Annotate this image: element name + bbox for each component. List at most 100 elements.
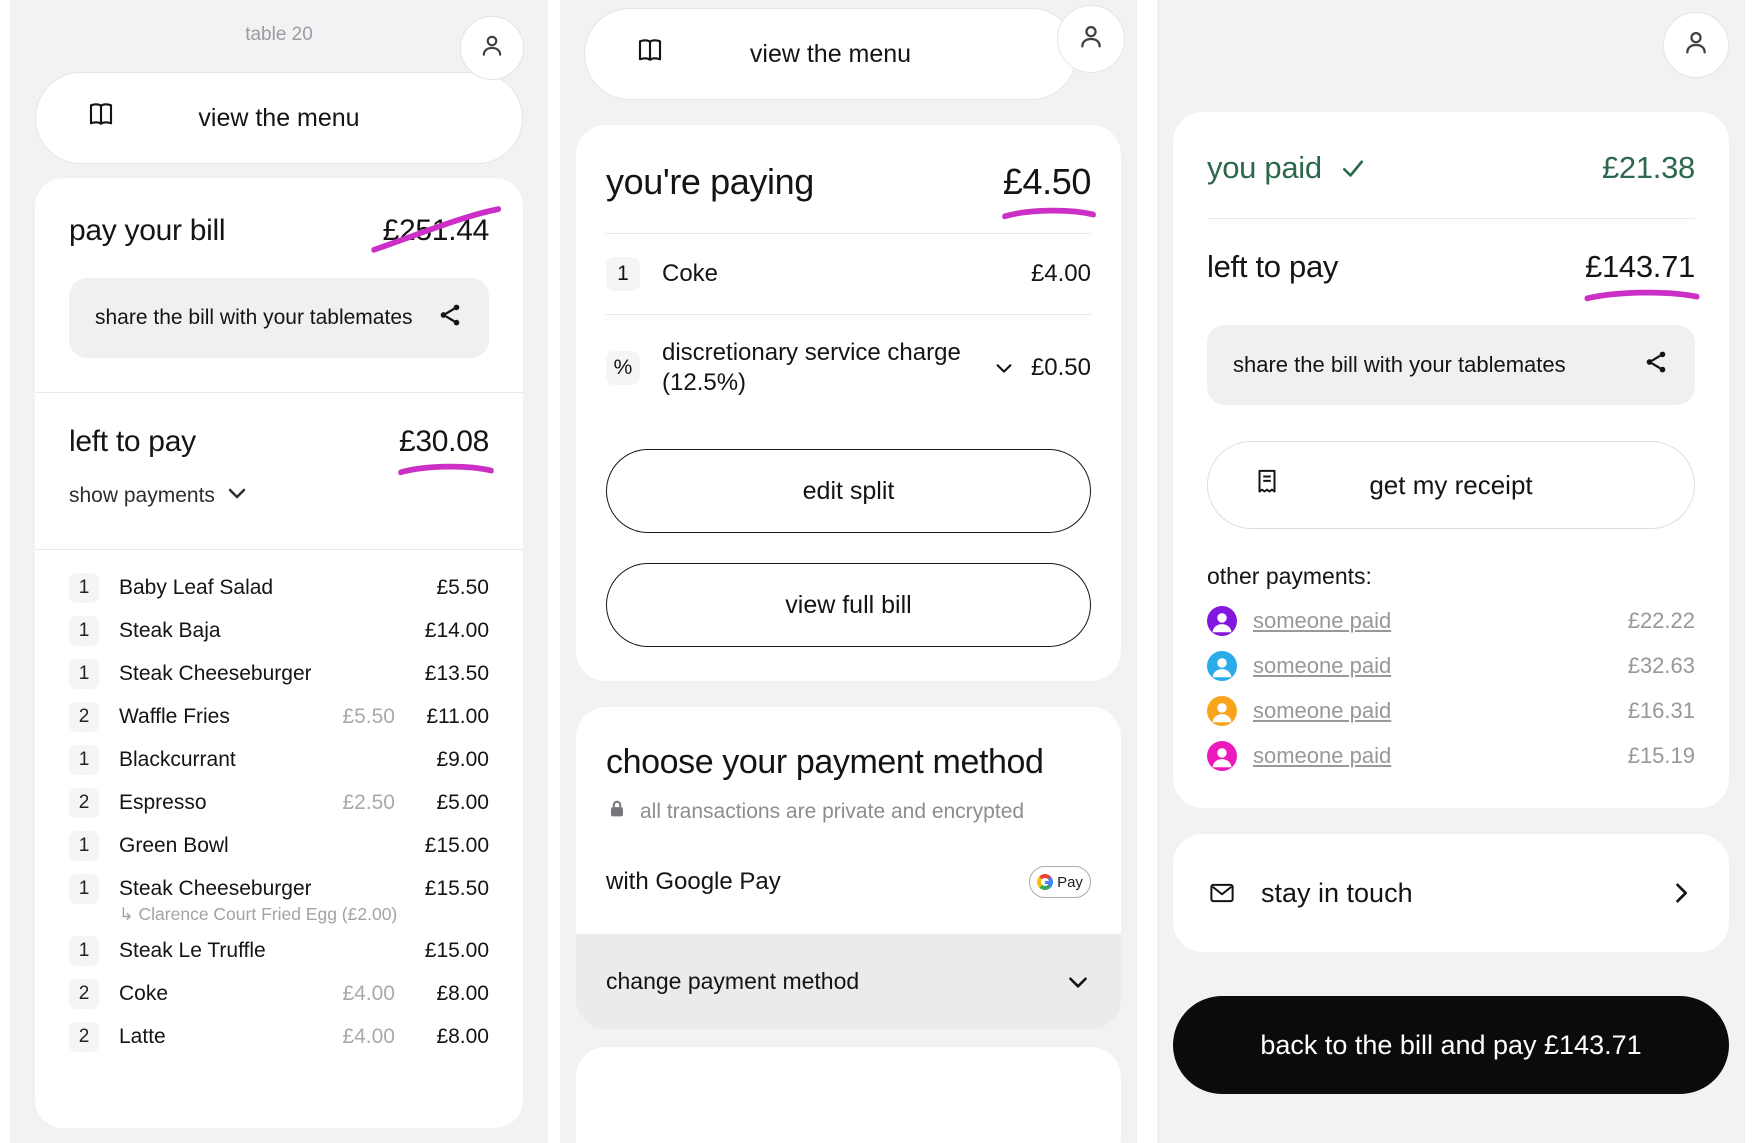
profile-button[interactable] (460, 16, 524, 80)
view-menu-label: view the menu (198, 103, 360, 132)
pay-your-bill-label: pay your bill (69, 214, 226, 247)
payment-method-card: choose your payment method all transacti… (576, 707, 1121, 1029)
payment-amount: £16.31 (1627, 697, 1695, 723)
divider (35, 392, 523, 393)
payment-amount: £22.22 (1627, 607, 1695, 633)
you-paid-amount: £21.38 (1601, 150, 1695, 185)
youre-paying-label: you're paying (606, 161, 814, 202)
split-item-row: 1 Coke £4.00 (606, 234, 1091, 314)
payment-amount: £32.63 (1627, 652, 1695, 678)
bill-card: pay your bill £251.44 share the bill wit… (35, 178, 523, 1128)
your-share-card: you're paying £4.50 1 Coke £4.00 % discr… (576, 125, 1121, 681)
edit-split-button[interactable]: edit split (606, 449, 1091, 533)
left-to-pay-label: left to pay (1207, 249, 1339, 284)
payment-amount: £15.19 (1627, 742, 1695, 768)
payment-row: someone paid £15.19 (1207, 733, 1695, 778)
bill-screen: table 20 view the menu pay your bill £25… (10, 0, 548, 1143)
view-menu-button[interactable]: view the menu (35, 72, 523, 164)
split-screen: view the menu you're paying £4.50 1 (560, 0, 1137, 1143)
get-receipt-button[interactable]: get my receipt (1207, 441, 1695, 529)
someone-paid-link[interactable]: someone paid (1253, 652, 1392, 678)
you-paid-label: you paid (1207, 150, 1322, 185)
change-payment-method-button[interactable]: change payment method (576, 934, 1121, 1029)
show-payments-toggle[interactable]: show payments (69, 481, 489, 511)
magenta-underline (1002, 207, 1096, 220)
bill-total-struck: £251.44 (370, 206, 501, 253)
payment-row: someone paid £32.63 (1207, 643, 1695, 688)
profile-button[interactable] (1663, 12, 1729, 78)
divider (1207, 218, 1695, 219)
share-bill-label: share the bill with your tablemates (1233, 352, 1566, 377)
bill-item-row: 1 Steak Le Truffle £15.00 (69, 929, 489, 972)
share-bill-banner[interactable]: share the bill with your tablemates (69, 278, 489, 358)
payer-avatar (1207, 740, 1237, 771)
bill-item-row: 2 Waffle Fries £5.50 £11.00 (69, 695, 489, 738)
payer-avatar (1207, 605, 1237, 636)
bill-item-row: 1 Steak Cheeseburger £15.50 (69, 867, 489, 910)
person-icon (1680, 27, 1712, 64)
privacy-note: all transactions are private and encrypt… (640, 800, 1025, 823)
chevron-down-icon (225, 481, 249, 511)
someone-paid-link[interactable]: someone paid (1253, 742, 1392, 768)
bill-item-row: 1 Baby Leaf Salad £5.50 (69, 566, 489, 609)
envelope-icon (1207, 878, 1237, 908)
other-payments-list: someone paid £22.22 someone paid £32.63 … (1207, 598, 1695, 778)
share-icon (1643, 349, 1669, 381)
view-menu-button[interactable]: view the menu (584, 8, 1077, 100)
left-to-pay-label: left to pay (69, 425, 196, 458)
bill-item-row: 2 Espresso £2.50 £5.00 (69, 781, 489, 824)
service-charge-row[interactable]: % discretionary service charge (12.5%) £… (606, 315, 1091, 421)
stay-in-touch-button[interactable]: stay in touch (1173, 834, 1729, 952)
you-paid-row: you paid £21.38 (1207, 150, 1695, 186)
other-payments-label: other payments: (1207, 563, 1372, 589)
with-google-pay-label: with Google Pay (606, 868, 781, 895)
payment-method-title: choose your payment method (606, 743, 1044, 781)
share-bill-banner[interactable]: share the bill with your tablemates (1207, 325, 1695, 405)
youre-paying-amount: £4.50 (1002, 161, 1096, 220)
paid-screen: you paid £21.38 left to pay £143.71 (1157, 0, 1745, 1143)
gpay-badge: Pay (1029, 866, 1091, 898)
bill-items-list: 1 Baby Leaf Salad £5.50 1 Steak Baja £14.00 … (69, 566, 489, 1058)
check-icon (1338, 153, 1368, 183)
show-payments-label: show payments (69, 484, 215, 507)
change-payment-method-label: change payment method (606, 968, 860, 994)
menu-book-icon (635, 36, 665, 73)
chevron-down-icon[interactable] (993, 357, 1015, 379)
back-to-bill-pay-button[interactable]: back to the bill and pay £143.71 (1173, 996, 1729, 1094)
payer-avatar (1207, 650, 1237, 681)
service-charge-label: discretionary service charge (12.5%) (662, 339, 961, 396)
bill-item-row: 1 Blackcurrant £9.00 (69, 738, 489, 781)
view-menu-label: view the menu (749, 39, 912, 68)
stay-in-touch-label: stay in touch (1261, 877, 1413, 908)
service-charge-amount: £0.50 (1030, 354, 1091, 381)
bill-item-row: 2 Latte £4.00 £8.00 (69, 1015, 489, 1058)
menu-book-icon (86, 100, 116, 137)
lock-icon (606, 798, 628, 826)
someone-paid-link[interactable]: someone paid (1253, 607, 1392, 633)
divider (606, 314, 1091, 315)
divider (606, 233, 1091, 234)
bill-item-row: 1 Green Bowl £15.00 (69, 824, 489, 867)
left-to-pay-amount: £30.08 (398, 425, 494, 476)
view-full-bill-button[interactable]: view full bill (606, 563, 1091, 647)
google-g-icon (1037, 874, 1054, 890)
profile-button[interactable] (1057, 5, 1125, 73)
bill-item-modifier: ↳ Clarence Court Fried Egg (£2.00) (119, 904, 398, 924)
chevron-right-icon (1667, 879, 1695, 907)
table-number-label: table 20 (245, 24, 313, 45)
divider (35, 549, 523, 550)
payment-row: someone paid £22.22 (1207, 598, 1695, 643)
magenta-underline (1584, 289, 1700, 302)
selected-payment-method-row: with Google Pay Pay (606, 866, 1091, 898)
left-to-pay-amount: £143.71 (1584, 249, 1700, 302)
receipt-icon (1252, 467, 1282, 504)
share-bill-label: share the bill with your tablemates (95, 306, 413, 329)
someone-paid-link[interactable]: someone paid (1253, 697, 1392, 723)
chevron-down-icon (1065, 969, 1091, 995)
person-icon (1075, 21, 1107, 58)
magenta-underline (398, 463, 494, 476)
percent-icon: % (606, 351, 640, 385)
share-icon (437, 302, 463, 334)
payment-row: someone paid £16.31 (1207, 688, 1695, 733)
payment-summary-card: you paid £21.38 left to pay £143.71 (1173, 112, 1729, 808)
